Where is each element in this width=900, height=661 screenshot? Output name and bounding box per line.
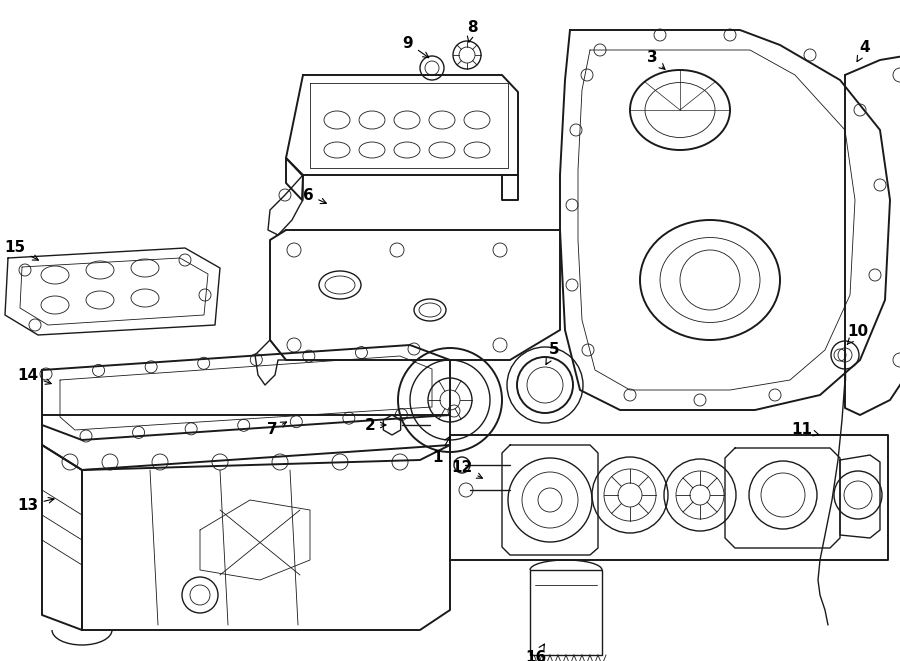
Text: 11: 11 <box>791 422 819 438</box>
Text: 15: 15 <box>4 241 39 260</box>
Text: 14: 14 <box>17 368 51 384</box>
Text: 12: 12 <box>452 461 482 478</box>
Text: 9: 9 <box>402 36 428 58</box>
Text: 6: 6 <box>302 188 327 204</box>
Text: 5: 5 <box>546 342 559 364</box>
Text: 7: 7 <box>266 422 286 438</box>
Text: 1: 1 <box>433 436 450 465</box>
Text: 10: 10 <box>847 325 868 344</box>
Text: 16: 16 <box>526 644 546 661</box>
Text: 4: 4 <box>857 40 870 61</box>
Text: 3: 3 <box>647 50 665 69</box>
Text: 2: 2 <box>364 418 386 432</box>
Text: 13: 13 <box>17 498 54 512</box>
Text: 8: 8 <box>467 20 477 42</box>
